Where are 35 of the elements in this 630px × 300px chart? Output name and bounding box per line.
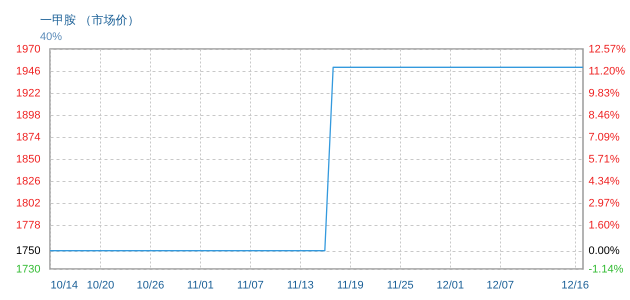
y2-tick-label: 0.00% — [588, 245, 620, 258]
x-tick-label: 11/19 — [336, 280, 364, 292]
y2-tick-label: 7.09% — [588, 131, 620, 144]
x-tick-label: 10/20 — [86, 280, 114, 292]
x-tick-label: 11/13 — [286, 280, 314, 292]
y2-tick-label: 9.83% — [588, 87, 620, 100]
y2-tick-label: 1.60% — [588, 220, 620, 232]
x-tick-label: 12/01 — [436, 280, 464, 292]
text: 40% — [40, 31, 62, 43]
y-tick-label: 1730 — [16, 264, 40, 276]
x-tick-label: 11/25 — [386, 280, 414, 292]
y2-tick-label: 8.46% — [588, 109, 620, 122]
y2-tick-label: 2.97% — [588, 198, 620, 210]
x-tick-label: 10/14 — [50, 280, 78, 292]
y-tick-label: 1778 — [16, 220, 40, 232]
x-tick-label: 12/07 — [486, 280, 514, 292]
x-tick-label: 11/07 — [237, 280, 264, 292]
x-tick-label: 11/01 — [187, 280, 214, 292]
y-tick-label: 1750 — [16, 245, 40, 258]
y2-tick-label: 12.57% — [588, 44, 626, 56]
x-tick-label: 10/26 — [136, 280, 164, 292]
y2-tick-label: 5.71% — [588, 154, 620, 166]
y-tick-label: 1898 — [16, 110, 40, 122]
y-tick-label: 1826 — [16, 176, 40, 188]
y-tick-label: 1874 — [16, 132, 40, 144]
y2-tick-label: 11.20% — [588, 65, 626, 78]
y2-tick-label: -1.14% — [588, 264, 624, 276]
y-tick-label: 1946 — [16, 66, 40, 78]
x-tick-label: 12/16 — [561, 280, 589, 292]
y2-tick-label: 4.34% — [588, 176, 620, 188]
y-tick-label: 1802 — [16, 198, 40, 210]
y-tick-label: 1922 — [16, 88, 40, 100]
chart-title: 一甲胺 （市场价） — [40, 13, 140, 27]
y-tick-label: 1970 — [16, 44, 40, 56]
y-tick-label: 1850 — [16, 154, 40, 166]
